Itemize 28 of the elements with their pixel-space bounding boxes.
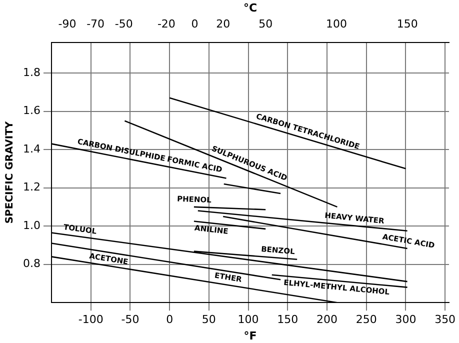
y-tick-label: 1.8: [22, 66, 40, 79]
y-axis-title: SPECIFIC GRAVITY: [4, 120, 16, 224]
x-tick-label: 350: [434, 313, 456, 326]
x2-tick-label: -90: [58, 18, 76, 31]
x-tick-label: 250: [356, 313, 377, 326]
x-tick-label: 300: [395, 313, 416, 326]
y-tick-label: 0.8: [22, 257, 40, 270]
x-tick-label: 200: [316, 313, 338, 326]
x-tick-label: 150: [277, 313, 298, 326]
x-tick-label: -50: [121, 313, 140, 326]
x-tick-label: 0: [166, 313, 174, 326]
x2-tick-label: -70: [86, 18, 105, 31]
x2-tick-label: -20: [157, 18, 176, 31]
x2-tick-label: 0: [191, 18, 198, 31]
x-axis-title: °F: [244, 329, 257, 342]
x-tick-label: -100: [78, 313, 104, 326]
x2-tick-label: 50: [258, 18, 273, 31]
x2-axis-title: °C: [243, 1, 258, 14]
x-tick-label: 100: [238, 313, 259, 326]
y-tick-label: 1.4: [22, 142, 40, 156]
x-tick-label: 50: [202, 313, 216, 326]
y-tick-label: 1.6: [22, 104, 40, 118]
x2-tick-label: 150: [396, 18, 418, 31]
x2-tick-label: -50: [114, 18, 133, 31]
y-tick-label: 1.0: [22, 218, 40, 232]
x2-tick-label: 20: [216, 18, 230, 31]
y-tick-label: 1.2: [22, 180, 40, 194]
x2-tick-label: 100: [326, 18, 347, 31]
